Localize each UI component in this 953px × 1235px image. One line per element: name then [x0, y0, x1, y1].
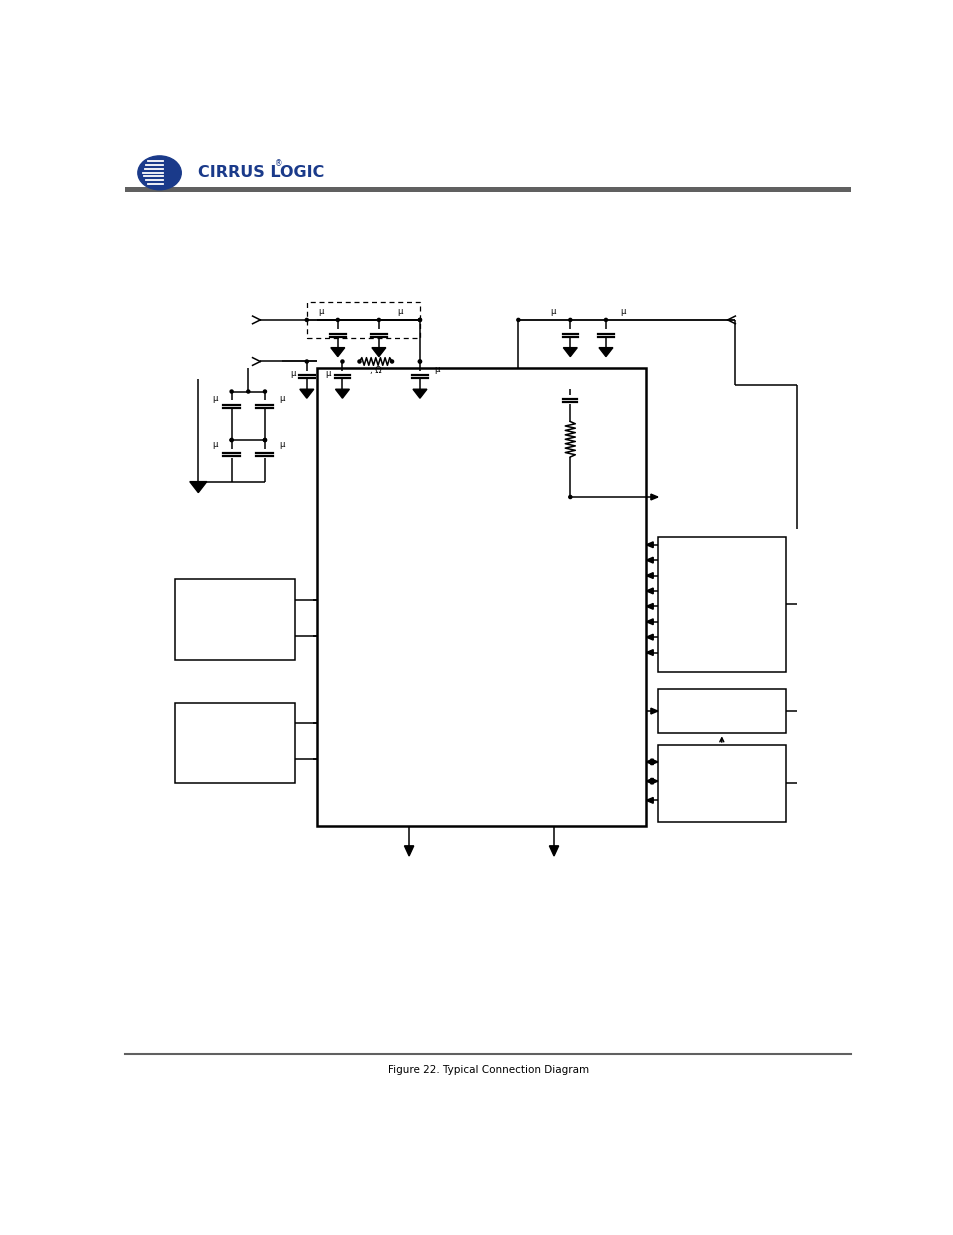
Polygon shape	[331, 347, 344, 357]
Text: µ: µ	[290, 368, 294, 378]
Circle shape	[418, 359, 421, 363]
Text: µ: µ	[434, 364, 439, 374]
Polygon shape	[645, 778, 653, 784]
Polygon shape	[645, 573, 653, 578]
Polygon shape	[645, 760, 653, 764]
Circle shape	[377, 319, 380, 321]
Bar	[658, 689, 785, 734]
Text: ®: ®	[274, 159, 282, 168]
Circle shape	[604, 319, 607, 321]
Circle shape	[568, 319, 571, 321]
Text: µ: µ	[396, 308, 402, 316]
Polygon shape	[598, 347, 612, 357]
Circle shape	[247, 390, 250, 393]
Polygon shape	[299, 389, 314, 398]
Text: µ: µ	[619, 308, 625, 316]
Bar	[316, 368, 645, 826]
Circle shape	[517, 319, 519, 321]
Text: Figure 22. Typical Connection Diagram: Figure 22. Typical Connection Diagram	[388, 1065, 589, 1074]
Polygon shape	[645, 588, 653, 594]
Polygon shape	[413, 389, 427, 398]
Circle shape	[230, 438, 233, 442]
Text: , Ω: , Ω	[370, 367, 381, 375]
Text: µ: µ	[279, 394, 284, 403]
Polygon shape	[650, 760, 658, 764]
Polygon shape	[645, 798, 653, 803]
Text: µ: µ	[279, 440, 284, 450]
Text: µ: µ	[325, 368, 331, 378]
Text: µ: µ	[212, 440, 217, 450]
Polygon shape	[645, 635, 653, 640]
Circle shape	[418, 319, 421, 321]
Circle shape	[568, 495, 571, 499]
Ellipse shape	[137, 156, 181, 190]
Polygon shape	[372, 347, 385, 357]
Polygon shape	[650, 494, 658, 500]
Polygon shape	[650, 708, 658, 714]
Circle shape	[335, 319, 339, 321]
Circle shape	[263, 438, 266, 442]
Circle shape	[230, 390, 233, 393]
Text: µ: µ	[317, 308, 323, 316]
Circle shape	[418, 319, 421, 321]
Bar	[658, 537, 785, 672]
Circle shape	[357, 359, 360, 363]
Circle shape	[305, 359, 308, 363]
Text: CIRRUS LOGIC: CIRRUS LOGIC	[198, 165, 324, 180]
Circle shape	[263, 438, 266, 442]
Polygon shape	[645, 650, 653, 656]
Circle shape	[305, 319, 308, 321]
Polygon shape	[645, 557, 653, 563]
Polygon shape	[562, 347, 577, 357]
Bar	[307, 303, 419, 338]
Bar	[174, 579, 294, 661]
Circle shape	[390, 359, 394, 363]
Bar	[125, 186, 850, 193]
Circle shape	[230, 438, 233, 442]
Polygon shape	[335, 389, 349, 398]
Polygon shape	[645, 542, 653, 547]
Text: µ: µ	[212, 394, 217, 403]
Polygon shape	[650, 778, 658, 784]
Text: µ: µ	[550, 308, 556, 316]
Polygon shape	[549, 846, 558, 856]
Polygon shape	[404, 846, 414, 856]
Polygon shape	[190, 482, 207, 493]
Circle shape	[418, 359, 421, 363]
Circle shape	[340, 359, 344, 363]
Polygon shape	[645, 604, 653, 609]
Bar	[658, 745, 785, 823]
Bar	[174, 703, 294, 783]
Polygon shape	[645, 619, 653, 625]
Circle shape	[263, 390, 266, 393]
